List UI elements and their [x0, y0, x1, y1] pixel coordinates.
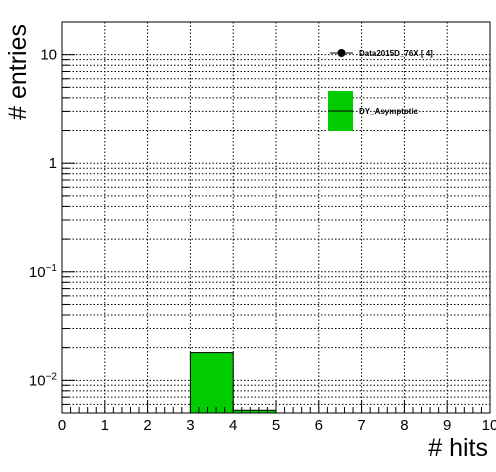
legend-label-mc: DY_Asymptotic [359, 107, 419, 116]
axis-ticks [61, 54, 491, 413]
x-tick-label: 8 [400, 417, 408, 434]
y-tick-label: 10 [40, 47, 57, 64]
x-tick-label: 4 [229, 417, 237, 434]
y-tick-label: 1 [49, 155, 57, 172]
legend-data-marker [337, 49, 346, 57]
plot-frame [61, 21, 491, 414]
grid [62, 22, 490, 413]
legend-label-data: Data2015D_76X [ 4] [359, 49, 433, 58]
histogram-bars [189, 352, 277, 414]
y-axis-title: # entries [4, 24, 32, 120]
histogram-bar [189, 352, 234, 414]
y-tick-label: 10−2 [29, 371, 58, 389]
x-tick-label: 1 [101, 417, 109, 434]
x-tick-label: 2 [143, 417, 151, 434]
x-tick-label: 6 [315, 417, 323, 434]
x-tick-label: 5 [272, 417, 280, 434]
legend: Data2015D_76X [ 4] DY_Asymptotic [328, 49, 433, 131]
x-tick-label: 3 [186, 417, 194, 434]
x-tick-label: 9 [443, 417, 451, 434]
y-tick-labels: 10 1 10−1 10−2 [29, 47, 58, 390]
x-tick-label: 7 [357, 417, 365, 434]
x-tick-labels: 0 1 2 3 4 5 6 7 8 9 10 [58, 417, 496, 434]
y-tick-label: 10−1 [29, 263, 58, 281]
x-tick-label: 0 [58, 417, 66, 434]
x-tick-label: 10 [482, 417, 496, 434]
x-axis-title: # hits [428, 434, 488, 462]
